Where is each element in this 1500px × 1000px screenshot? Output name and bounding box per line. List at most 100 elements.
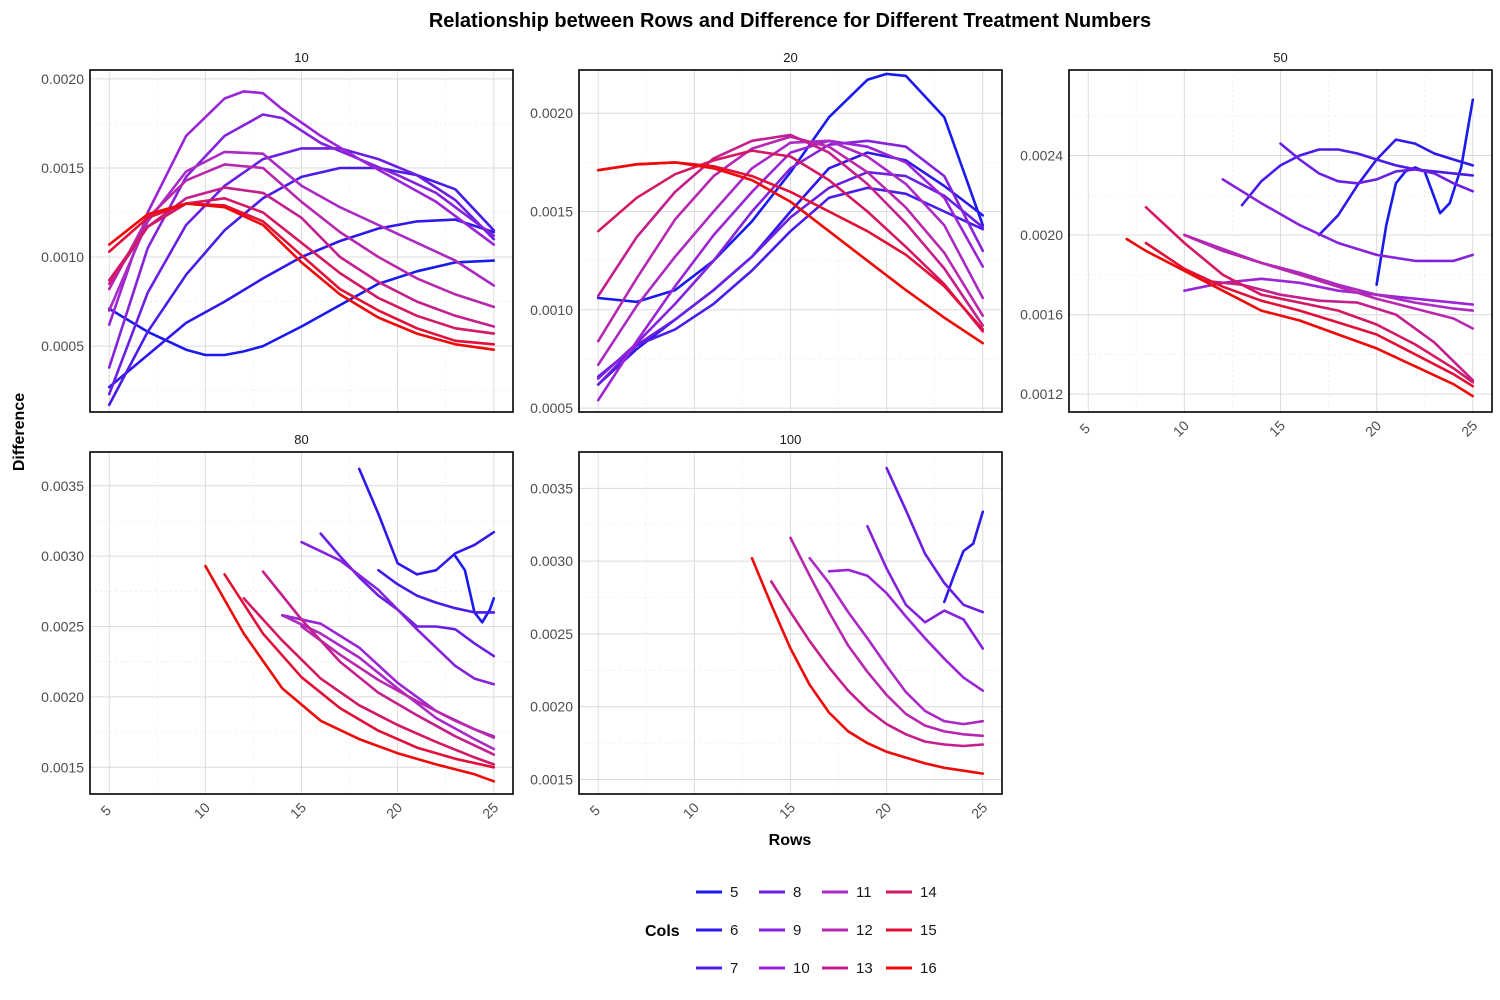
series-line-cols-15	[1144, 241, 1475, 388]
series-line-cols-16	[107, 202, 496, 351]
series-line-cols-7	[377, 568, 496, 614]
series-line-cols-16	[596, 161, 985, 345]
facet-strip-label: 100	[780, 432, 802, 447]
legend-title: Cols	[645, 923, 680, 940]
facet-panel-100: 100 0.0015 0.0020 0.0025 0.0030 0.0035 5 10 15 20…	[530, 432, 1003, 822]
x-axis-title: Rows	[769, 832, 812, 849]
series-line-cols-10	[596, 139, 985, 402]
y-tick-label: 0.0035	[41, 478, 84, 494]
facet-strip-label: 20	[783, 50, 797, 65]
legend-label-12: 12	[856, 922, 873, 939]
y-tick-label: 0.0010	[41, 249, 84, 265]
panel-border	[578, 451, 1003, 795]
series-line-cols-12	[1183, 233, 1475, 330]
legend: Cols 5 6 7 8 9 10 11 12 13 14 15 16	[645, 884, 937, 977]
series-line-cols-11	[107, 150, 496, 312]
y-tick-label: 0.0030	[41, 548, 84, 564]
y-tick-label: 0.0015	[41, 759, 84, 775]
series-line-cols-8	[1279, 142, 1475, 193]
panel-border	[578, 69, 1003, 413]
facet-panels: 10 0.0005 0.0010 0.0015 0.0020 20 0.0005 0.0010…	[41, 50, 1493, 822]
y-tick-label: 0.0015	[41, 160, 84, 176]
y-tick-label: 0.0015	[530, 771, 573, 787]
series-line-cols-12	[789, 536, 985, 738]
series-line-cols-5	[454, 554, 496, 624]
series-line-cols-10	[107, 90, 496, 326]
y-tick-label: 0.0030	[530, 553, 573, 569]
series-line-cols-14	[107, 197, 496, 335]
x-tick-label: 10	[1170, 417, 1192, 439]
y-tick-label: 0.0015	[530, 204, 573, 220]
x-tick-label: 15	[776, 799, 798, 821]
x-tick-label: 25	[1458, 417, 1480, 439]
x-tick-label: 15	[287, 799, 309, 821]
legend-label-9: 9	[793, 922, 801, 939]
y-tick-label: 0.0020	[41, 689, 84, 705]
legend-label-8: 8	[793, 884, 801, 901]
series-line-cols-13	[770, 580, 985, 748]
facet-panel-20: 20 0.0005 0.0010 0.0015 0.0020	[530, 50, 1003, 416]
legend-label-10: 10	[793, 960, 810, 977]
series-line-cols-6	[1317, 138, 1475, 237]
series-line-cols-9	[596, 139, 985, 380]
legend-label-6: 6	[730, 922, 738, 939]
series-line-cols-9	[300, 540, 496, 686]
x-tick-label: 25	[968, 799, 990, 821]
y-tick-label: 0.0005	[41, 338, 84, 354]
facet-panel-80: 80 0.0015 0.0020 0.0025 0.0030 0.0035 5 10 15 20 2…	[41, 432, 514, 822]
x-tick-label: 25	[479, 799, 501, 821]
y-tick-label: 0.0035	[530, 480, 573, 496]
series-line-cols-14	[1144, 205, 1475, 384]
series-line-cols-8	[319, 532, 496, 658]
series-line-cols-5	[107, 259, 496, 357]
x-tick-label: 10	[680, 799, 702, 821]
panel-border	[89, 451, 514, 795]
series-line-cols-16	[1125, 237, 1475, 398]
y-tick-label: 0.0005	[530, 400, 573, 416]
y-tick-label: 0.0020	[41, 71, 84, 87]
series-line-cols-13	[596, 133, 985, 327]
panel-border	[89, 69, 514, 413]
legend-label-5: 5	[730, 884, 738, 901]
x-tick-label: 5	[97, 802, 114, 819]
y-tick-label: 0.0020	[530, 105, 573, 121]
x-tick-label: 20	[872, 799, 894, 821]
facet-panel-10: 10 0.0005 0.0010 0.0015 0.0020	[41, 50, 514, 413]
series-line-cols-11	[596, 139, 985, 367]
series-line-cols-10	[827, 568, 985, 692]
series-line-cols-6	[357, 467, 496, 576]
series-line-cols-14	[596, 149, 985, 333]
series-line-cols-13	[261, 570, 496, 756]
legend-label-11: 11	[856, 884, 872, 901]
series-line-cols-11	[281, 614, 496, 751]
x-tick-label: 10	[191, 799, 213, 821]
legend-label-13: 13	[856, 960, 873, 977]
legend-label-7: 7	[730, 960, 738, 977]
x-tick-label: 15	[1266, 417, 1288, 439]
panel-border	[1068, 69, 1493, 413]
series-line-cols-11	[808, 556, 985, 726]
series-line-cols-16	[204, 564, 496, 783]
series-line-cols-15	[223, 573, 496, 769]
x-tick-label: 20	[383, 799, 405, 821]
series-line-cols-12	[596, 135, 985, 343]
chart-title: Relationship between Rows and Difference…	[429, 10, 1151, 32]
series-line-cols-16	[750, 556, 985, 775]
legend-label-14: 14	[920, 884, 937, 901]
series-line-cols-8	[596, 170, 985, 386]
x-tick-label: 5	[1076, 420, 1093, 437]
legend-label-15: 15	[920, 922, 937, 939]
facet-strip-label: 10	[294, 50, 308, 65]
y-tick-label: 0.0010	[530, 302, 573, 318]
series-line-cols-12	[300, 625, 496, 739]
series-line-cols-7	[1240, 148, 1475, 207]
x-tick-label: 5	[586, 802, 603, 819]
series-line-cols-14	[242, 597, 496, 766]
x-tick-label: 20	[1362, 417, 1384, 439]
legend-label-16: 16	[920, 960, 937, 977]
facet-panel-50: 50 0.0012 0.0016 0.0020 0.0024 5 10 15 20 25	[1020, 50, 1493, 440]
y-tick-label: 0.0025	[530, 626, 573, 642]
y-tick-label: 0.0025	[41, 619, 84, 635]
y-tick-label: 0.0012	[1020, 386, 1063, 402]
